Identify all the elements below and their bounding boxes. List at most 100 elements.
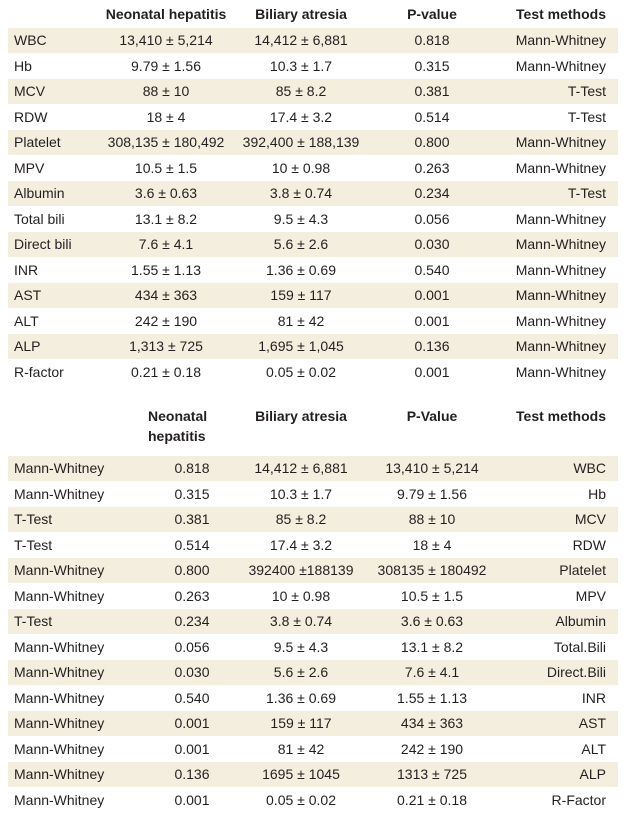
table-1-cell: ALP — [8, 333, 96, 360]
table-2-cell: 3.8 ± 0.74 — [236, 608, 366, 635]
table-2-cell: 1313 ± 725 — [366, 761, 498, 788]
table-1-header-p-value: P-value — [366, 0, 498, 28]
table-2-cell: Mann-Whitney — [8, 736, 148, 762]
table-1-cell: Hb — [8, 53, 96, 79]
table-2-cell: 0.540 — [148, 685, 236, 711]
table-row: Platelet 308,135 ± 180,492 392,400 ± 188,1… — [8, 129, 618, 156]
table-1-cell: 9.79 ± 1.56 — [96, 53, 236, 79]
table-2-cell: Mann-Whitney — [8, 481, 148, 507]
table-2-cell: 85 ± 8.2 — [236, 506, 366, 533]
table-1-cell: 10.5 ± 1.5 — [96, 155, 236, 181]
table-1-cell: 17.4 ± 3.2 — [236, 104, 366, 130]
table-1-cell: 0.030 — [366, 231, 498, 258]
table-2-cell: WBC — [498, 456, 618, 482]
table-2-cell: Mann-Whitney — [8, 634, 148, 660]
table-1-cell: 10.3 ± 1.7 — [236, 53, 366, 79]
table-1-cell: 85 ± 8.2 — [236, 78, 366, 105]
table-1-header-blank — [8, 0, 96, 28]
table-1-cell: 18 ± 4 — [96, 104, 236, 130]
table-row: T-Test 0.234 3.8 ± 0.74 3.6 ± 0.63 Albumin — [8, 608, 618, 635]
table-row: Mann-Whitney 0.800 392400 ±188139 308135 ± … — [8, 557, 618, 584]
table-2-cell: 1.36 ± 0.69 — [236, 685, 366, 711]
table-1-header-test-methods: Test methods — [498, 0, 618, 28]
table-row: WBC 13,410 ± 5,214 14,412 ± 6,881 0.818 Mann… — [8, 28, 618, 54]
table-2-header-p-value: P-Value — [366, 400, 498, 456]
table-1-cell: 242 ± 190 — [96, 308, 236, 334]
table-2-cell: 5.6 ± 2.6 — [236, 659, 366, 686]
table-1-cell: AST — [8, 282, 96, 309]
table-2-header-biliary-atresia: Biliary atresia — [236, 400, 366, 456]
table-2-header-blank — [8, 400, 148, 456]
table-2-cell: Hb — [498, 481, 618, 507]
table-row: T-Test 0.381 85 ± 8.2 88 ± 10 MCV — [8, 506, 618, 533]
table-2-cell: Mann-Whitney — [8, 583, 148, 609]
table-1-cell: Mann-Whitney — [498, 359, 618, 385]
table-2-header-test-methods: Test methods — [498, 400, 618, 456]
table-1-cell: 7.6 ± 4.1 — [96, 231, 236, 258]
table-1-cell: 13.1 ± 8.2 — [96, 206, 236, 232]
table-1-cell: 308,135 ± 180,492 — [96, 129, 236, 156]
table-row: Hb 9.79 ± 1.56 10.3 ± 1.7 0.315 Mann-Whitney — [8, 53, 618, 79]
table-2-cell: Mann-Whitney — [8, 456, 148, 482]
table-2-cell: 1.55 ± 1.13 — [366, 685, 498, 711]
table-1-cell: 0.136 — [366, 333, 498, 360]
table-1-cell: ALT — [8, 308, 96, 334]
table-2-cell: AST — [498, 710, 618, 737]
table-2-cell: T-Test — [8, 506, 148, 533]
table-row: MCV 88 ± 10 85 ± 8.2 0.381 T-Test — [8, 78, 618, 105]
table-2-cell: T-Test — [8, 532, 148, 558]
table-2-cell: 0.315 — [148, 481, 236, 507]
table-row: MPV 10.5 ± 1.5 10 ± 0.98 0.263 Mann-Whitney — [8, 155, 618, 181]
table-2-cell: Total.Bili — [498, 634, 618, 660]
table-2-cell: 0.136 — [148, 761, 236, 788]
table-2-cell: Direct.Bili — [498, 659, 618, 686]
table-2-cell: 1695 ± 1045 — [236, 761, 366, 788]
table-1-cell: 0.234 — [366, 180, 498, 207]
table-1-cell: 0.818 — [366, 28, 498, 54]
table-row: AST 434 ± 363 159 ± 117 0.001 Mann-Whitney — [8, 282, 618, 309]
table-2-cell: 14,412 ± 6,881 — [236, 456, 366, 482]
header-word: Neonatal — [148, 408, 208, 424]
table-2-cell: T-Test — [8, 608, 148, 635]
table-1-cell: MCV — [8, 78, 96, 105]
table-row: Mann-Whitney 0.263 10 ± 0.98 10.5 ± 1.5 MPV — [8, 583, 618, 609]
table-1-cell: 0.001 — [366, 282, 498, 309]
table-1-cell: RDW — [8, 104, 96, 130]
table-1-cell: 0.514 — [366, 104, 498, 130]
table-1-cell: 0.001 — [366, 359, 498, 385]
table-1-cell: 13,410 ± 5,214 — [96, 28, 236, 54]
table-2-cell: 9.79 ± 1.56 — [366, 481, 498, 507]
table-1-cell: 1.36 ± 0.69 — [236, 257, 366, 283]
table-1-header-row: Neonatal hepatitis Biliary atresia P-val… — [8, 0, 618, 28]
table-row: Mann-Whitney 0.001 159 ± 117 434 ± 363 AST — [8, 710, 618, 737]
table-1-cell: T-Test — [498, 104, 618, 130]
table-row: Mann-Whitney 0.001 81 ± 42 242 ± 190 ALT — [8, 736, 618, 762]
table-row: R-factor 0.21 ± 0.18 0.05 ± 0.02 0.001 Mann-… — [8, 359, 618, 385]
table-1-header-neonatal-hepatitis: Neonatal hepatitis — [96, 0, 236, 28]
table-1-header-biliary-atresia: Biliary atresia — [236, 0, 366, 28]
table-1-cell: Mann-Whitney — [498, 333, 618, 360]
table-1-cell: Albumin — [8, 180, 96, 207]
table-2-cell: ALP — [498, 761, 618, 788]
table-2-cell: 13.1 ± 8.2 — [366, 634, 498, 660]
table-2-cell: MPV — [498, 583, 618, 609]
table-2-cell: ALT — [498, 736, 618, 762]
table-2-cell: 0.030 — [148, 659, 236, 686]
table-2-cell: 18 ± 4 — [366, 532, 498, 558]
table-2-cell: 0.263 — [148, 583, 236, 609]
table-2-cell: 0.056 — [148, 634, 236, 660]
table-1-cell: Mann-Whitney — [498, 282, 618, 309]
table-1-cell: 434 ± 363 — [96, 282, 236, 309]
table-2-cell: 17.4 ± 3.2 — [236, 532, 366, 558]
table-1-cell: 81 ± 42 — [236, 308, 366, 334]
table-2-cell: Mann-Whitney — [8, 685, 148, 711]
table-1-cell: 392,400 ± 188,139 — [236, 129, 366, 156]
table-1-cell: 0.540 — [366, 257, 498, 283]
table-2-cell: 88 ± 10 — [366, 506, 498, 533]
table-row: Mann-Whitney 0.056 9.5 ± 4.3 13.1 ± 8.2 Tota… — [8, 634, 618, 660]
table-row: Mann-Whitney 0.030 5.6 ± 2.6 7.6 ± 4.1 Direc… — [8, 659, 618, 686]
table-2-cell: 9.5 ± 4.3 — [236, 634, 366, 660]
table-1-cell: 0.21 ± 0.18 — [96, 359, 236, 385]
table-2-cell: Albumin — [498, 608, 618, 635]
table-1-cell: Mann-Whitney — [498, 257, 618, 283]
